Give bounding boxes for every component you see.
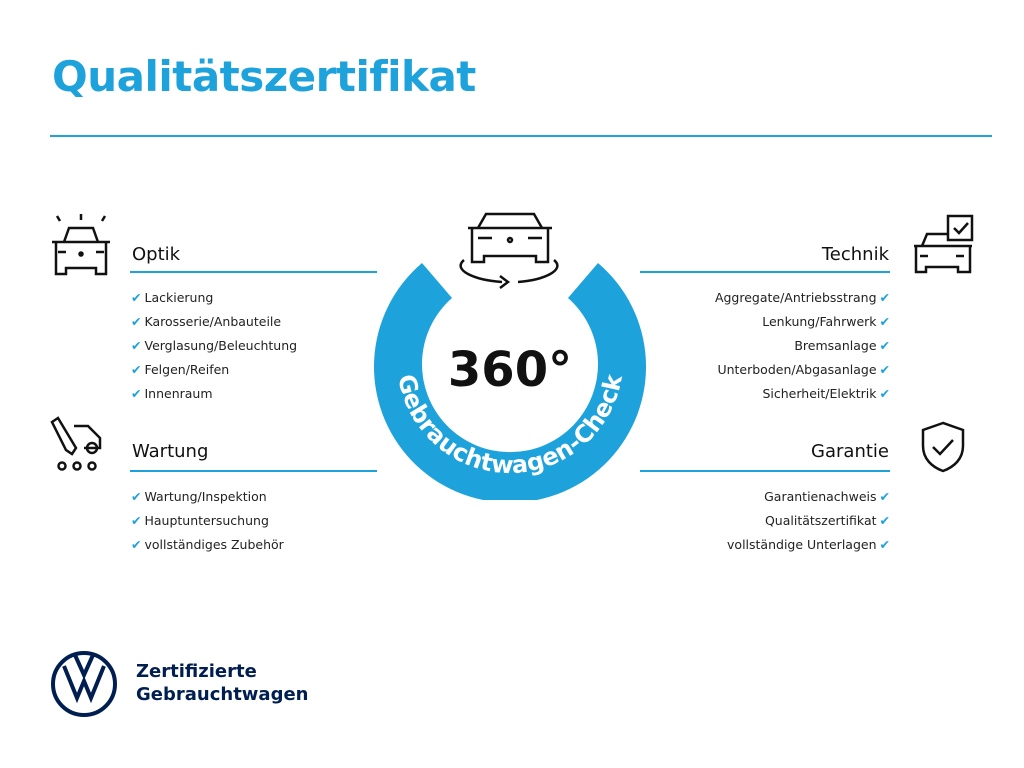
checklist-item: Qualitätszertifikat ✔ xyxy=(727,509,893,533)
check-icon: ✔ xyxy=(131,489,142,504)
section-heading-garantie: Garantie xyxy=(811,441,889,462)
page-title: Qualitätszertifikat xyxy=(52,52,476,101)
vw-logo xyxy=(51,651,117,717)
checklist-item: Aggregate/Antriebsstrang ✔ xyxy=(715,286,893,310)
check-icon: ✔ xyxy=(131,362,142,377)
section-divider xyxy=(640,470,890,472)
checklist-item-label: Qualitätszertifikat xyxy=(764,513,877,528)
brand-line1: Zertifizierte xyxy=(136,661,257,682)
car-lights-icon xyxy=(52,214,110,276)
checklist-item-label: Unterboden/Abgasanlage xyxy=(717,362,877,377)
check-icon: ✔ xyxy=(879,386,890,401)
checklist-item-label: Felgen/Reifen xyxy=(144,362,230,377)
section-divider xyxy=(130,470,377,472)
check-icon: ✔ xyxy=(879,489,890,504)
checklist-item: vollständige Unterlagen ✔ xyxy=(727,533,893,557)
degrees-label: 360° xyxy=(448,342,572,398)
checklist-item-label: Garantienachweis xyxy=(764,489,877,504)
checklist-item-label: Karosserie/Anbauteile xyxy=(144,314,282,329)
checklist-item: ✔ Verglasung/Beleuchtung xyxy=(128,334,297,358)
title-divider xyxy=(50,135,992,137)
check-icon: ✔ xyxy=(131,314,142,329)
check-icon: ✔ xyxy=(879,314,890,329)
checklist-item-label: Aggregate/Antriebsstrang xyxy=(714,290,877,305)
checklist-item-label: vollständige Unterlagen xyxy=(727,537,877,552)
check-icon: ✔ xyxy=(879,338,890,353)
checklist-item-label: Innenraum xyxy=(144,386,213,401)
ring-arc xyxy=(374,263,646,500)
checklist-item-label: Lenkung/Fahrwerk xyxy=(762,314,877,329)
checklist-item-label: Wartung/Inspektion xyxy=(144,489,267,504)
shield-check-icon xyxy=(921,421,965,473)
check-360-badge: 360° Gebrauchtwagen-Check xyxy=(374,212,646,500)
checklist-item: ✔ Innenraum xyxy=(128,382,297,406)
section-heading-wartung: Wartung xyxy=(132,441,209,462)
checklist-item: ✔ Lackierung xyxy=(128,286,297,310)
checklist-item: ✔ vollständiges Zubehör xyxy=(128,533,284,557)
checklist-item: ✔ Wartung/Inspektion xyxy=(128,485,284,509)
section-divider xyxy=(640,271,890,273)
checklist-item: ✔ Hauptuntersuchung xyxy=(128,509,284,533)
check-icon: ✔ xyxy=(879,513,890,528)
checklist-item: Unterboden/Abgasanlage ✔ xyxy=(715,358,893,382)
checklist-item-label: Bremsanlage xyxy=(794,338,877,353)
check-icon: ✔ xyxy=(879,362,890,377)
check-icon: ✔ xyxy=(131,338,142,353)
checklist-item-label: Verglasung/Beleuchtung xyxy=(144,338,298,353)
brand-line2: Gebrauchtwagen xyxy=(136,684,309,705)
checklist-item: ✔ Karosserie/Anbauteile xyxy=(128,310,297,334)
brand-text: Zertifizierte Gebrauchtwagen xyxy=(136,660,308,706)
check-icon: ✔ xyxy=(879,290,890,305)
maintenance-tools-icon xyxy=(50,416,102,471)
technik-list: Aggregate/Antriebsstrang ✔ Lenkung/Fahrwer… xyxy=(715,286,893,406)
car-checklist-icon xyxy=(914,214,974,274)
section-heading-technik: Technik xyxy=(821,244,889,265)
checklist-item-label: Hauptuntersuchung xyxy=(144,513,269,528)
check-icon: ✔ xyxy=(131,537,142,552)
checklist-item-label: Sicherheit/Elektrik xyxy=(762,386,877,401)
wartung-list: ✔ Wartung/Inspektion ✔ Hauptuntersuchung ✔ vo… xyxy=(128,485,284,557)
checklist-item: Garantienachweis ✔ xyxy=(727,485,893,509)
checklist-item: Bremsanlage ✔ xyxy=(715,334,893,358)
check-icon: ✔ xyxy=(131,513,142,528)
checklist-item: Lenkung/Fahrwerk ✔ xyxy=(715,310,893,334)
section-heading-optik: Optik xyxy=(132,244,181,265)
car-rotate-icon xyxy=(459,212,559,289)
checklist-item-label: vollständiges Zubehör xyxy=(144,537,284,552)
check-icon: ✔ xyxy=(131,386,142,401)
optik-list: ✔ Lackierung ✔ Karosserie/Anbauteile ✔ Vergla… xyxy=(128,286,297,406)
section-divider xyxy=(130,271,377,273)
checklist-item: Sicherheit/Elektrik ✔ xyxy=(715,382,893,406)
checklist-item: ✔ Felgen/Reifen xyxy=(128,358,297,382)
check-icon: ✔ xyxy=(131,290,142,305)
check-icon: ✔ xyxy=(879,537,890,552)
garantie-list: Garantienachweis ✔ Qualitätszertifikat ✔ vol… xyxy=(727,485,893,557)
checklist-item-label: Lackierung xyxy=(144,290,214,305)
